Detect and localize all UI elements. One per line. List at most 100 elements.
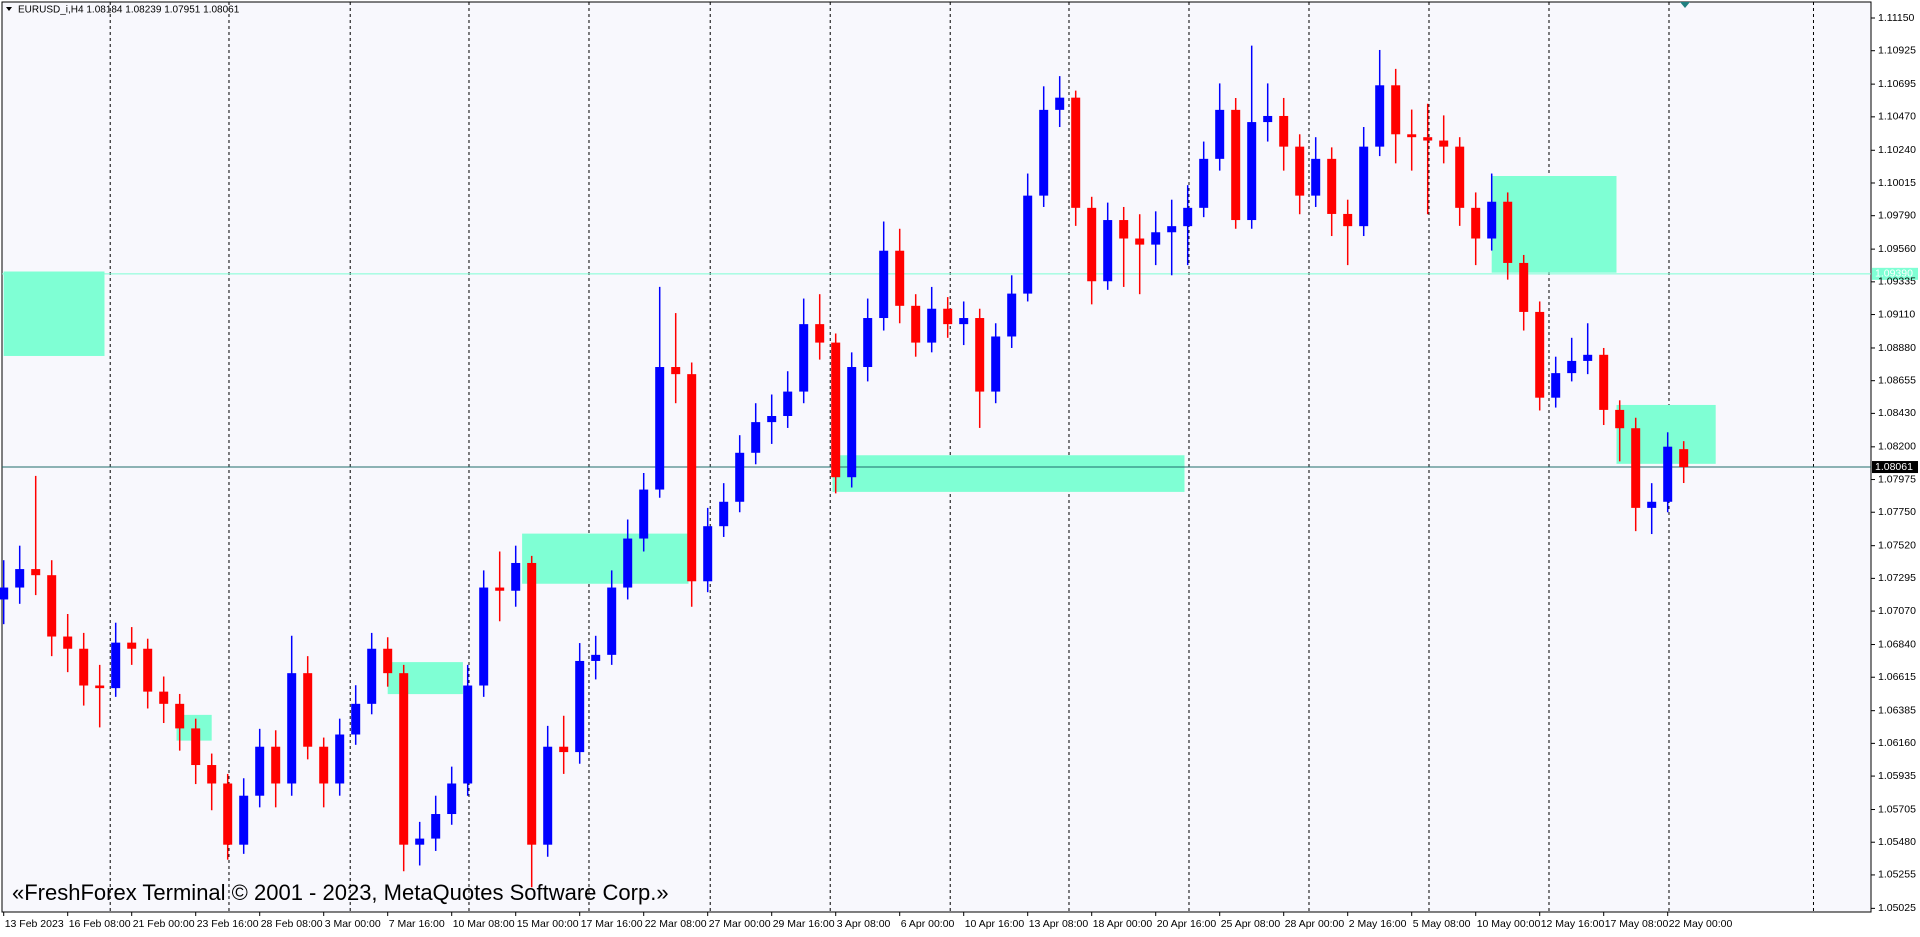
candle-body	[751, 422, 761, 453]
zone	[3, 271, 105, 356]
candle-body	[1455, 146, 1465, 208]
zone	[387, 662, 463, 695]
x-tick-label: 25 Apr 08:00	[1221, 918, 1281, 930]
candle-body	[1631, 428, 1641, 508]
candle-body	[1519, 262, 1529, 312]
x-tick-label: 27 Mar 00:00	[709, 918, 771, 930]
candle-body	[367, 648, 377, 704]
y-tick-label: 1.09560	[1878, 243, 1916, 255]
candle-body	[47, 575, 57, 637]
y-tick-label: 1.09335	[1878, 276, 1916, 288]
candle-body	[1343, 213, 1353, 227]
candle-body	[1647, 501, 1657, 508]
y-tick-label: 1.06615	[1878, 671, 1916, 683]
candle-body	[511, 562, 521, 591]
y-tick-label: 1.10470	[1878, 111, 1916, 123]
candle-body	[1615, 409, 1625, 429]
price-label: 1.09390	[1875, 268, 1913, 280]
candle-body	[879, 250, 889, 319]
candle-body	[1119, 220, 1129, 239]
candle-body	[1151, 232, 1161, 245]
candle-body	[607, 587, 617, 655]
candle-body	[271, 746, 281, 784]
candle-body	[943, 308, 953, 325]
y-tick-label: 1.05480	[1878, 836, 1916, 848]
y-tick-label: 1.10015	[1878, 177, 1916, 189]
candle-body	[63, 636, 73, 649]
candle-body	[335, 734, 345, 784]
x-tick-label: 18 Apr 00:00	[1093, 918, 1153, 930]
candle-body	[303, 673, 313, 747]
candle-body	[575, 660, 585, 753]
y-tick-label: 1.08200	[1878, 441, 1916, 453]
candle-body	[1439, 140, 1449, 147]
candle-body	[1071, 97, 1081, 208]
x-tick-label: 28 Feb 08:00	[261, 918, 323, 930]
candle-body	[223, 783, 233, 845]
price-label-box	[1872, 461, 1918, 474]
candle-body	[1007, 293, 1017, 337]
x-tick-label: 29 Mar 16:00	[773, 918, 835, 930]
candle-body	[1679, 449, 1689, 468]
x-tick-label: 3 Mar 00:00	[325, 918, 381, 930]
candle-body	[991, 336, 1001, 392]
axes: 1.11150 1.10925 1.10695 1.10470 1.10240 1.100…	[3, 12, 1916, 930]
price-label-box	[1872, 267, 1918, 280]
candle-body	[127, 642, 137, 649]
x-tick-label: 17 May 08:00	[1605, 918, 1669, 930]
candle-body	[1023, 195, 1033, 294]
candle-body	[655, 367, 665, 490]
candle-body	[1599, 354, 1609, 410]
y-tick-label: 1.05705	[1878, 803, 1916, 815]
candle-body	[319, 746, 329, 784]
candle-body	[255, 746, 265, 796]
x-tick-label: 17 Mar 16:00	[581, 918, 643, 930]
candle-body	[1375, 85, 1385, 147]
price-lines: 1.09390 1.08061	[2, 267, 1918, 474]
candle-body	[447, 783, 457, 815]
candle-body	[1279, 115, 1289, 147]
candle-body	[1263, 115, 1273, 123]
candle-body	[1231, 109, 1241, 221]
candle-body	[847, 367, 857, 478]
candle-body	[959, 318, 969, 325]
candle-body	[143, 648, 153, 692]
zone	[522, 533, 689, 584]
candle-body	[719, 501, 729, 527]
candle-body	[399, 673, 409, 845]
x-tick-label: 10 Apr 16:00	[965, 918, 1025, 930]
x-tick-label: 22 May 00:00	[1669, 918, 1733, 930]
candle-body	[815, 324, 825, 343]
candle-body	[1183, 207, 1193, 227]
candle-body	[79, 648, 89, 686]
header-icon	[6, 7, 12, 11]
chart-header: EURUSD_i,H4 1.08184 1.08239 1.07951 1.08…	[18, 5, 240, 16]
candle-body	[1327, 158, 1337, 214]
candle-body	[1583, 354, 1593, 361]
y-tick-label: 1.09110	[1878, 308, 1915, 320]
candle-body	[1503, 201, 1513, 263]
watermark: «FreshForex Terminal © 2001 - 2023, Meta…	[12, 880, 669, 905]
candle-body	[975, 318, 985, 392]
candle-body	[1471, 207, 1481, 239]
candle-body	[863, 318, 873, 368]
candle-body	[767, 416, 777, 423]
candle-body	[351, 703, 361, 735]
zone	[1491, 176, 1617, 273]
candle-body	[287, 673, 297, 784]
candle-body	[0, 587, 9, 600]
candle-body	[1359, 146, 1369, 227]
y-tick-label: 1.05025	[1878, 902, 1916, 914]
candle-body	[479, 587, 489, 686]
y-tick-label: 1.05935	[1878, 770, 1916, 782]
x-tick-label: 6 Apr 00:00	[901, 918, 955, 930]
x-tick-label: 3 Apr 08:00	[837, 918, 891, 930]
y-tick-label: 1.06385	[1878, 704, 1916, 716]
candle-body	[527, 562, 537, 845]
candle-body	[111, 642, 121, 689]
candle-body	[911, 305, 921, 343]
candle-body	[1055, 97, 1065, 110]
y-tick-label: 1.05255	[1878, 869, 1916, 881]
candle-body	[1215, 109, 1225, 159]
candle-body	[895, 250, 905, 306]
